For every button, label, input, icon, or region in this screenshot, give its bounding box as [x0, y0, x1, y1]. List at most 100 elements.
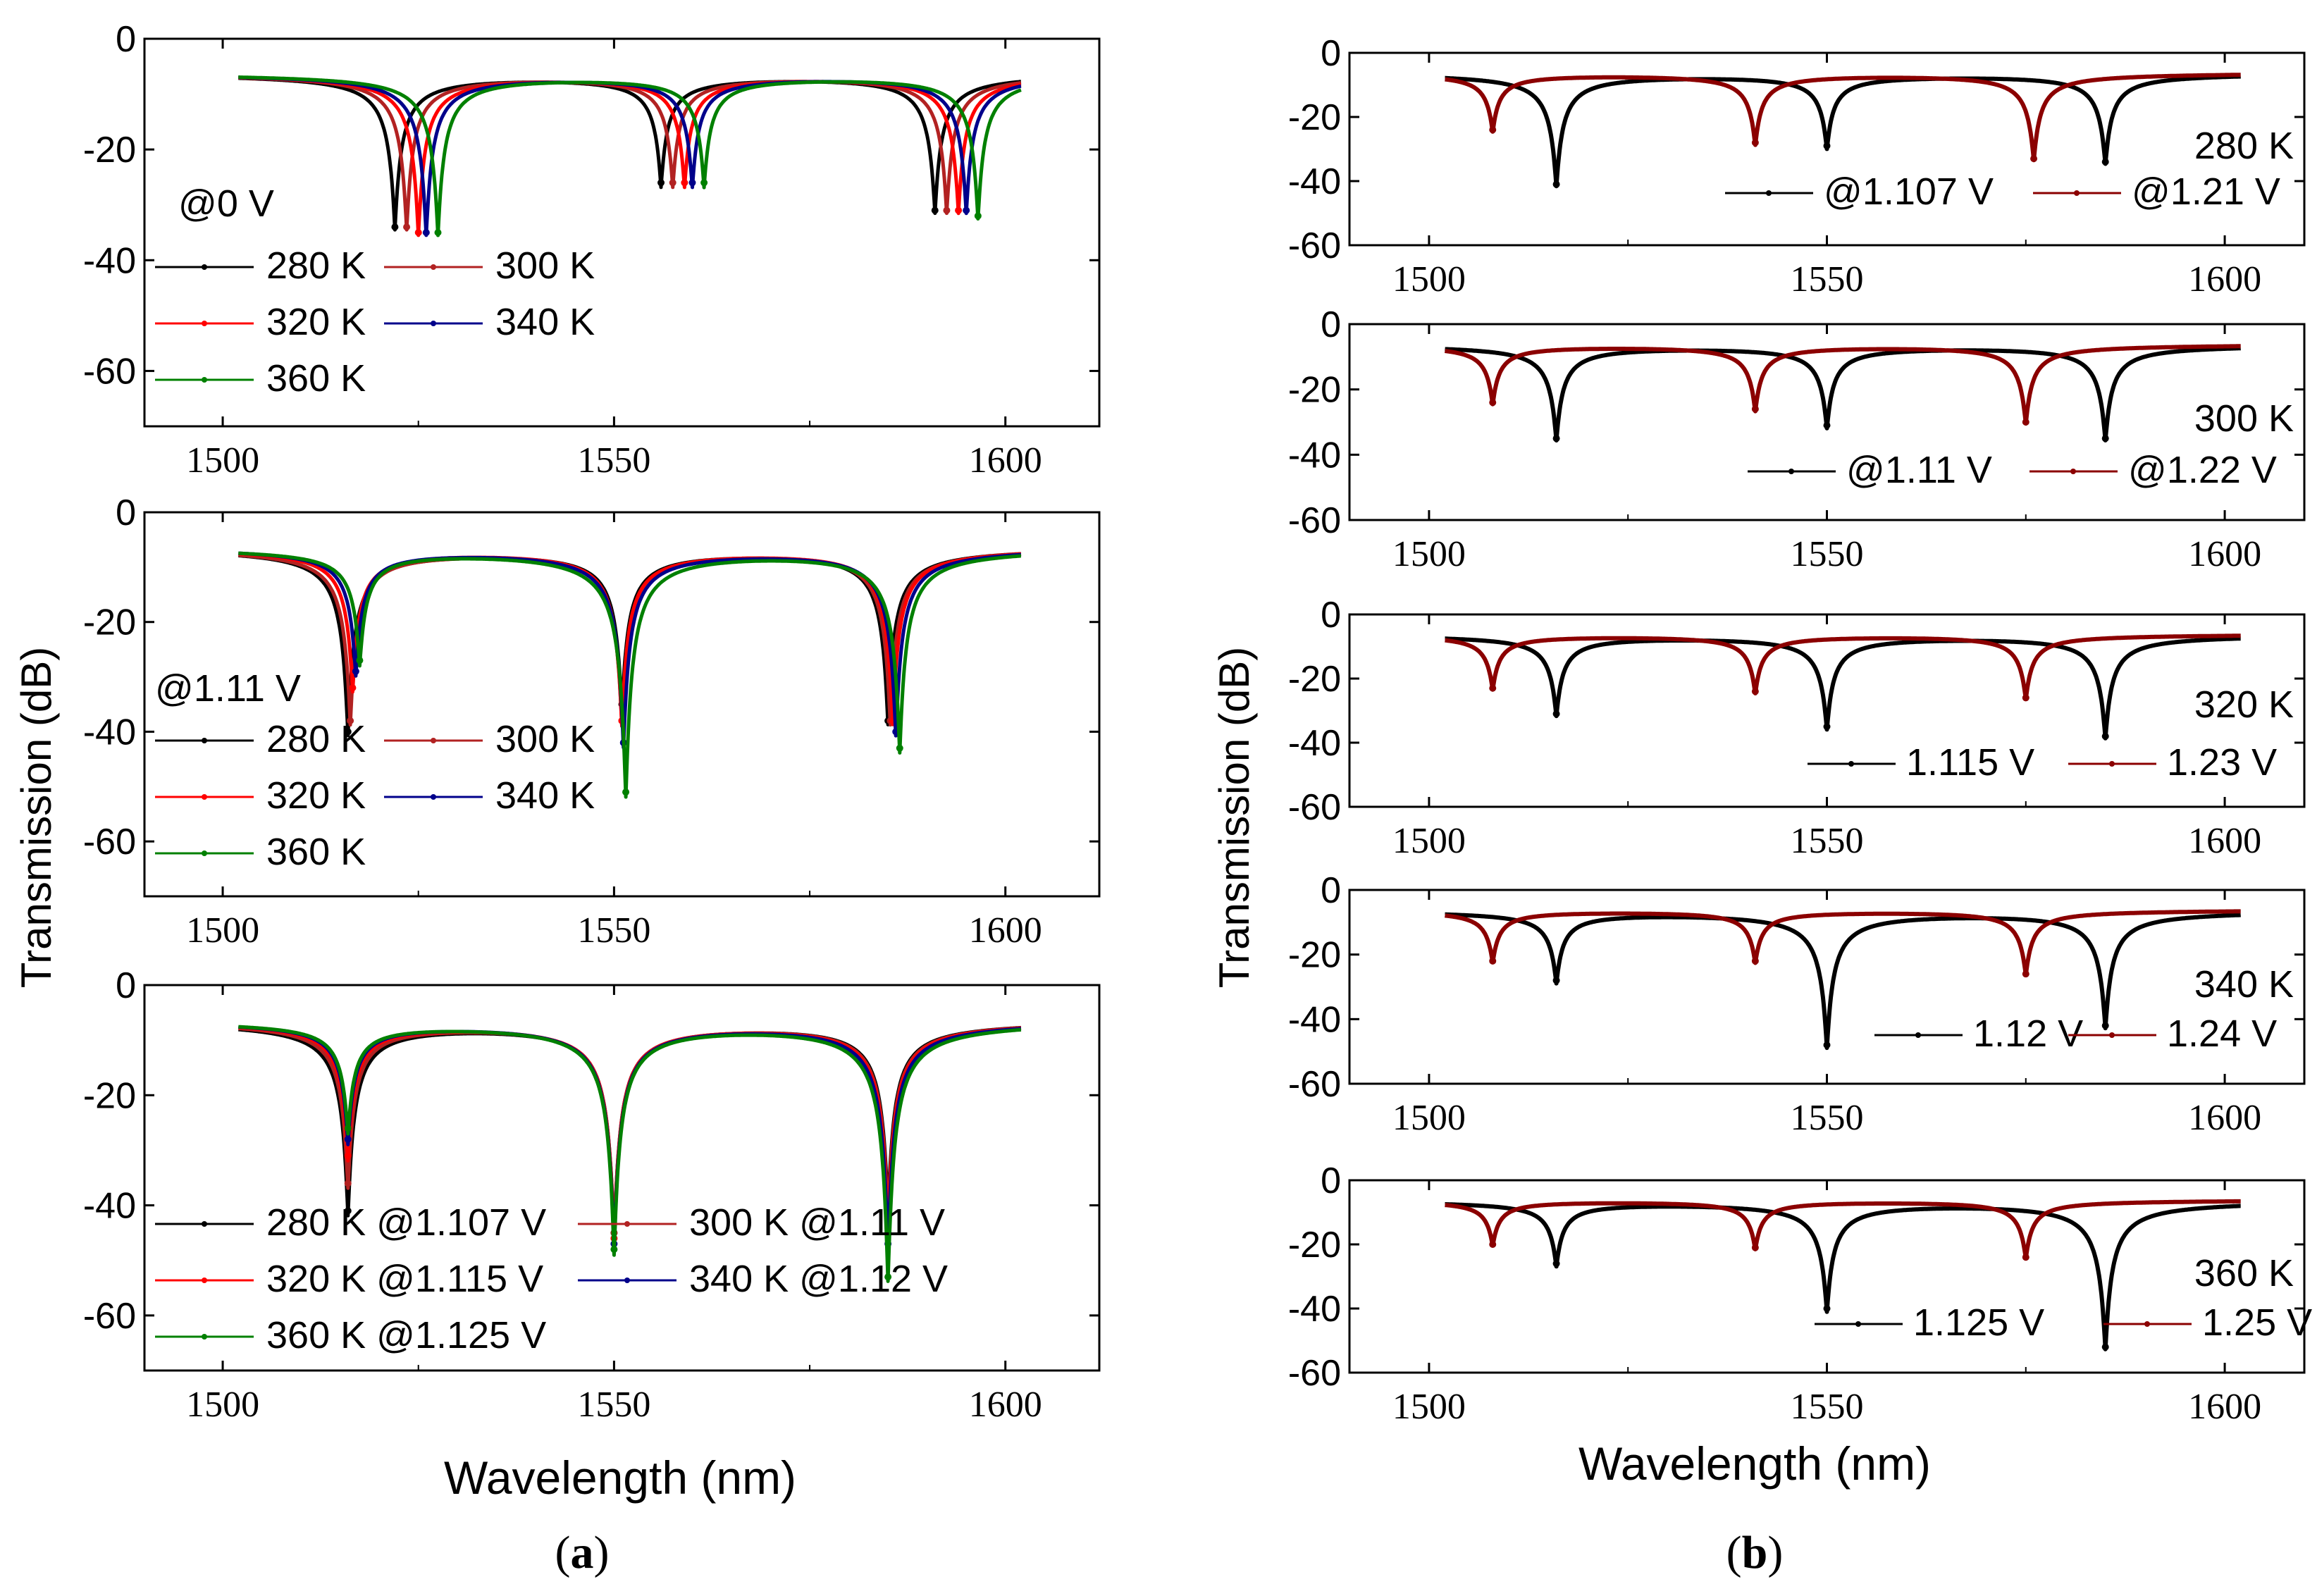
- subplot-annotation: 320 K: [2194, 683, 2294, 726]
- x-tick-label: 1600: [2188, 821, 2261, 861]
- series-line-300-K: [237, 75, 1022, 232]
- dip-marker: [896, 744, 903, 752]
- dip-marker: [1489, 1241, 1497, 1248]
- y-tick-label: 0: [1321, 33, 1341, 74]
- legend-marker: [202, 850, 207, 856]
- dip-marker: [1823, 1041, 1831, 1048]
- y-tick-label: -20: [83, 130, 136, 171]
- y-tick-label: -20: [83, 602, 136, 643]
- x-tick-label: 1550: [1791, 821, 1864, 861]
- dip-marker: [657, 179, 665, 187]
- y-tick-label: 0: [116, 19, 136, 60]
- series-line-1-21-V: [1443, 73, 2242, 163]
- subplot-a3: 1500 1550 1600 0 -20 -40 -60 280 K @1.107 V 300 …: [83, 965, 1101, 1425]
- y-tick-label: -60: [1288, 1064, 1341, 1105]
- y-tick-label: -60: [1288, 787, 1341, 828]
- subplot-b1: 1500 1550 1600 0 -20 -40 -60 280 K @1.107 V @1.21…: [1288, 33, 2306, 299]
- dip-marker: [1552, 710, 1560, 718]
- dip-marker: [2022, 419, 2029, 426]
- dip-marker: [1489, 957, 1497, 965]
- legend-label: 320 K: [266, 774, 366, 817]
- x-tick-label: 1550: [577, 910, 650, 951]
- legend-marker: [2074, 190, 2080, 196]
- dip-marker: [610, 1246, 618, 1254]
- y-tick-label: -20: [83, 1075, 136, 1116]
- dip-marker: [681, 179, 688, 187]
- y-tick-label: -60: [1288, 1353, 1341, 1394]
- dip-marker: [1823, 1305, 1831, 1312]
- dip-marker: [1751, 957, 1759, 965]
- x-tick-label: 1550: [1791, 1387, 1864, 1427]
- series-line-1-115-V: [1443, 636, 2242, 741]
- series-line-1-24-V: [1443, 909, 2242, 977]
- y-tick-label: -60: [83, 822, 136, 862]
- dip-marker: [2022, 1254, 2029, 1261]
- y-tick-label: 0: [1321, 870, 1341, 911]
- legend-label: 1.125 V: [1913, 1301, 2044, 1344]
- x-tick-label: 1500: [1392, 534, 1466, 574]
- legend-label: 280 K @1.107 V: [266, 1201, 546, 1244]
- legend-marker: [202, 264, 207, 270]
- x-tick-label: 1500: [1392, 821, 1466, 861]
- legend-label: @1.21 V: [2132, 171, 2280, 213]
- legend-marker: [202, 1221, 207, 1227]
- y-tick-label: -40: [1288, 723, 1341, 764]
- y-tick-label: -60: [83, 351, 136, 392]
- dip-marker: [349, 684, 357, 692]
- panel-a-caption: (a): [555, 1527, 610, 1578]
- panel-b-ylabel: Transmission (dB): [1211, 647, 1258, 989]
- x-tick-label: 1600: [2188, 1387, 2261, 1427]
- dip-marker: [2022, 970, 2029, 978]
- dip-marker: [1489, 126, 1497, 134]
- y-tick-label: -20: [1288, 659, 1341, 700]
- y-tick-label: -20: [1288, 935, 1341, 976]
- legend-label: @1.22 V: [2128, 449, 2277, 491]
- y-tick-label: -40: [1288, 1289, 1341, 1330]
- legend-label: @1.107 V: [1824, 171, 1994, 213]
- legend-label: 280 K: [266, 245, 366, 287]
- y-tick-label: -60: [83, 1296, 136, 1337]
- dip-marker: [344, 1180, 352, 1187]
- legend-label: 360 K: [266, 357, 366, 400]
- dip-marker: [1751, 688, 1759, 695]
- y-tick-label: -40: [1288, 161, 1341, 202]
- subplot-annotation: 280 K: [2194, 125, 2294, 167]
- x-tick-label: 1550: [1791, 259, 1864, 299]
- series-line-280-K: [237, 76, 1022, 232]
- plot-frame: [143, 511, 1101, 898]
- subplot-b2: 1500 1550 1600 0 -20 -40 -60 300 K @1.11 V @1.22 …: [1288, 304, 2306, 574]
- dip-marker: [931, 206, 939, 214]
- dip-marker: [344, 728, 352, 736]
- y-tick-label: -20: [1288, 97, 1341, 138]
- dip-marker: [1751, 139, 1759, 147]
- legend-label: 1.12 V: [1973, 1013, 2083, 1055]
- subplots: 1500 1550 1600 0 -20 -40 -60 @0 V 280 K 300 K 320 …: [83, 19, 2312, 1427]
- legend-marker: [202, 1278, 207, 1283]
- dip-marker: [344, 1135, 352, 1143]
- series-line-1-22-V: [1443, 344, 2242, 426]
- plot-frame: [143, 984, 1101, 1372]
- legend-label: @1.11 V: [1846, 449, 1992, 491]
- dip-marker: [1552, 1260, 1560, 1268]
- legend-label: 360 K: [266, 831, 366, 873]
- legend-marker: [431, 794, 436, 800]
- dip-marker: [2101, 732, 2109, 740]
- x-tick-label: 1600: [969, 1385, 1042, 1425]
- panel-b-caption: (b): [1726, 1527, 1784, 1578]
- x-tick-label: 1550: [577, 440, 650, 481]
- legend-marker: [1766, 190, 1772, 196]
- dip-marker: [1751, 1244, 1759, 1251]
- dip-marker: [943, 206, 951, 214]
- y-tick-label: -40: [83, 1186, 136, 1227]
- dip-marker: [2030, 155, 2038, 163]
- panel-a-ylabel: Transmission (dB): [13, 647, 60, 989]
- dip-marker: [1552, 435, 1560, 443]
- x-tick-label: 1550: [577, 1385, 650, 1425]
- legend-label: 1.24 V: [2167, 1013, 2277, 1055]
- dip-marker: [955, 206, 963, 214]
- legend-marker: [2109, 1032, 2115, 1038]
- dip-marker: [1823, 421, 1831, 429]
- subplot-b5: 1500 1550 1600 0 -20 -40 -60 360 K 1.125 V 1.25 V: [1288, 1161, 2312, 1427]
- dip-marker: [700, 179, 708, 187]
- y-tick-label: -40: [1288, 999, 1341, 1040]
